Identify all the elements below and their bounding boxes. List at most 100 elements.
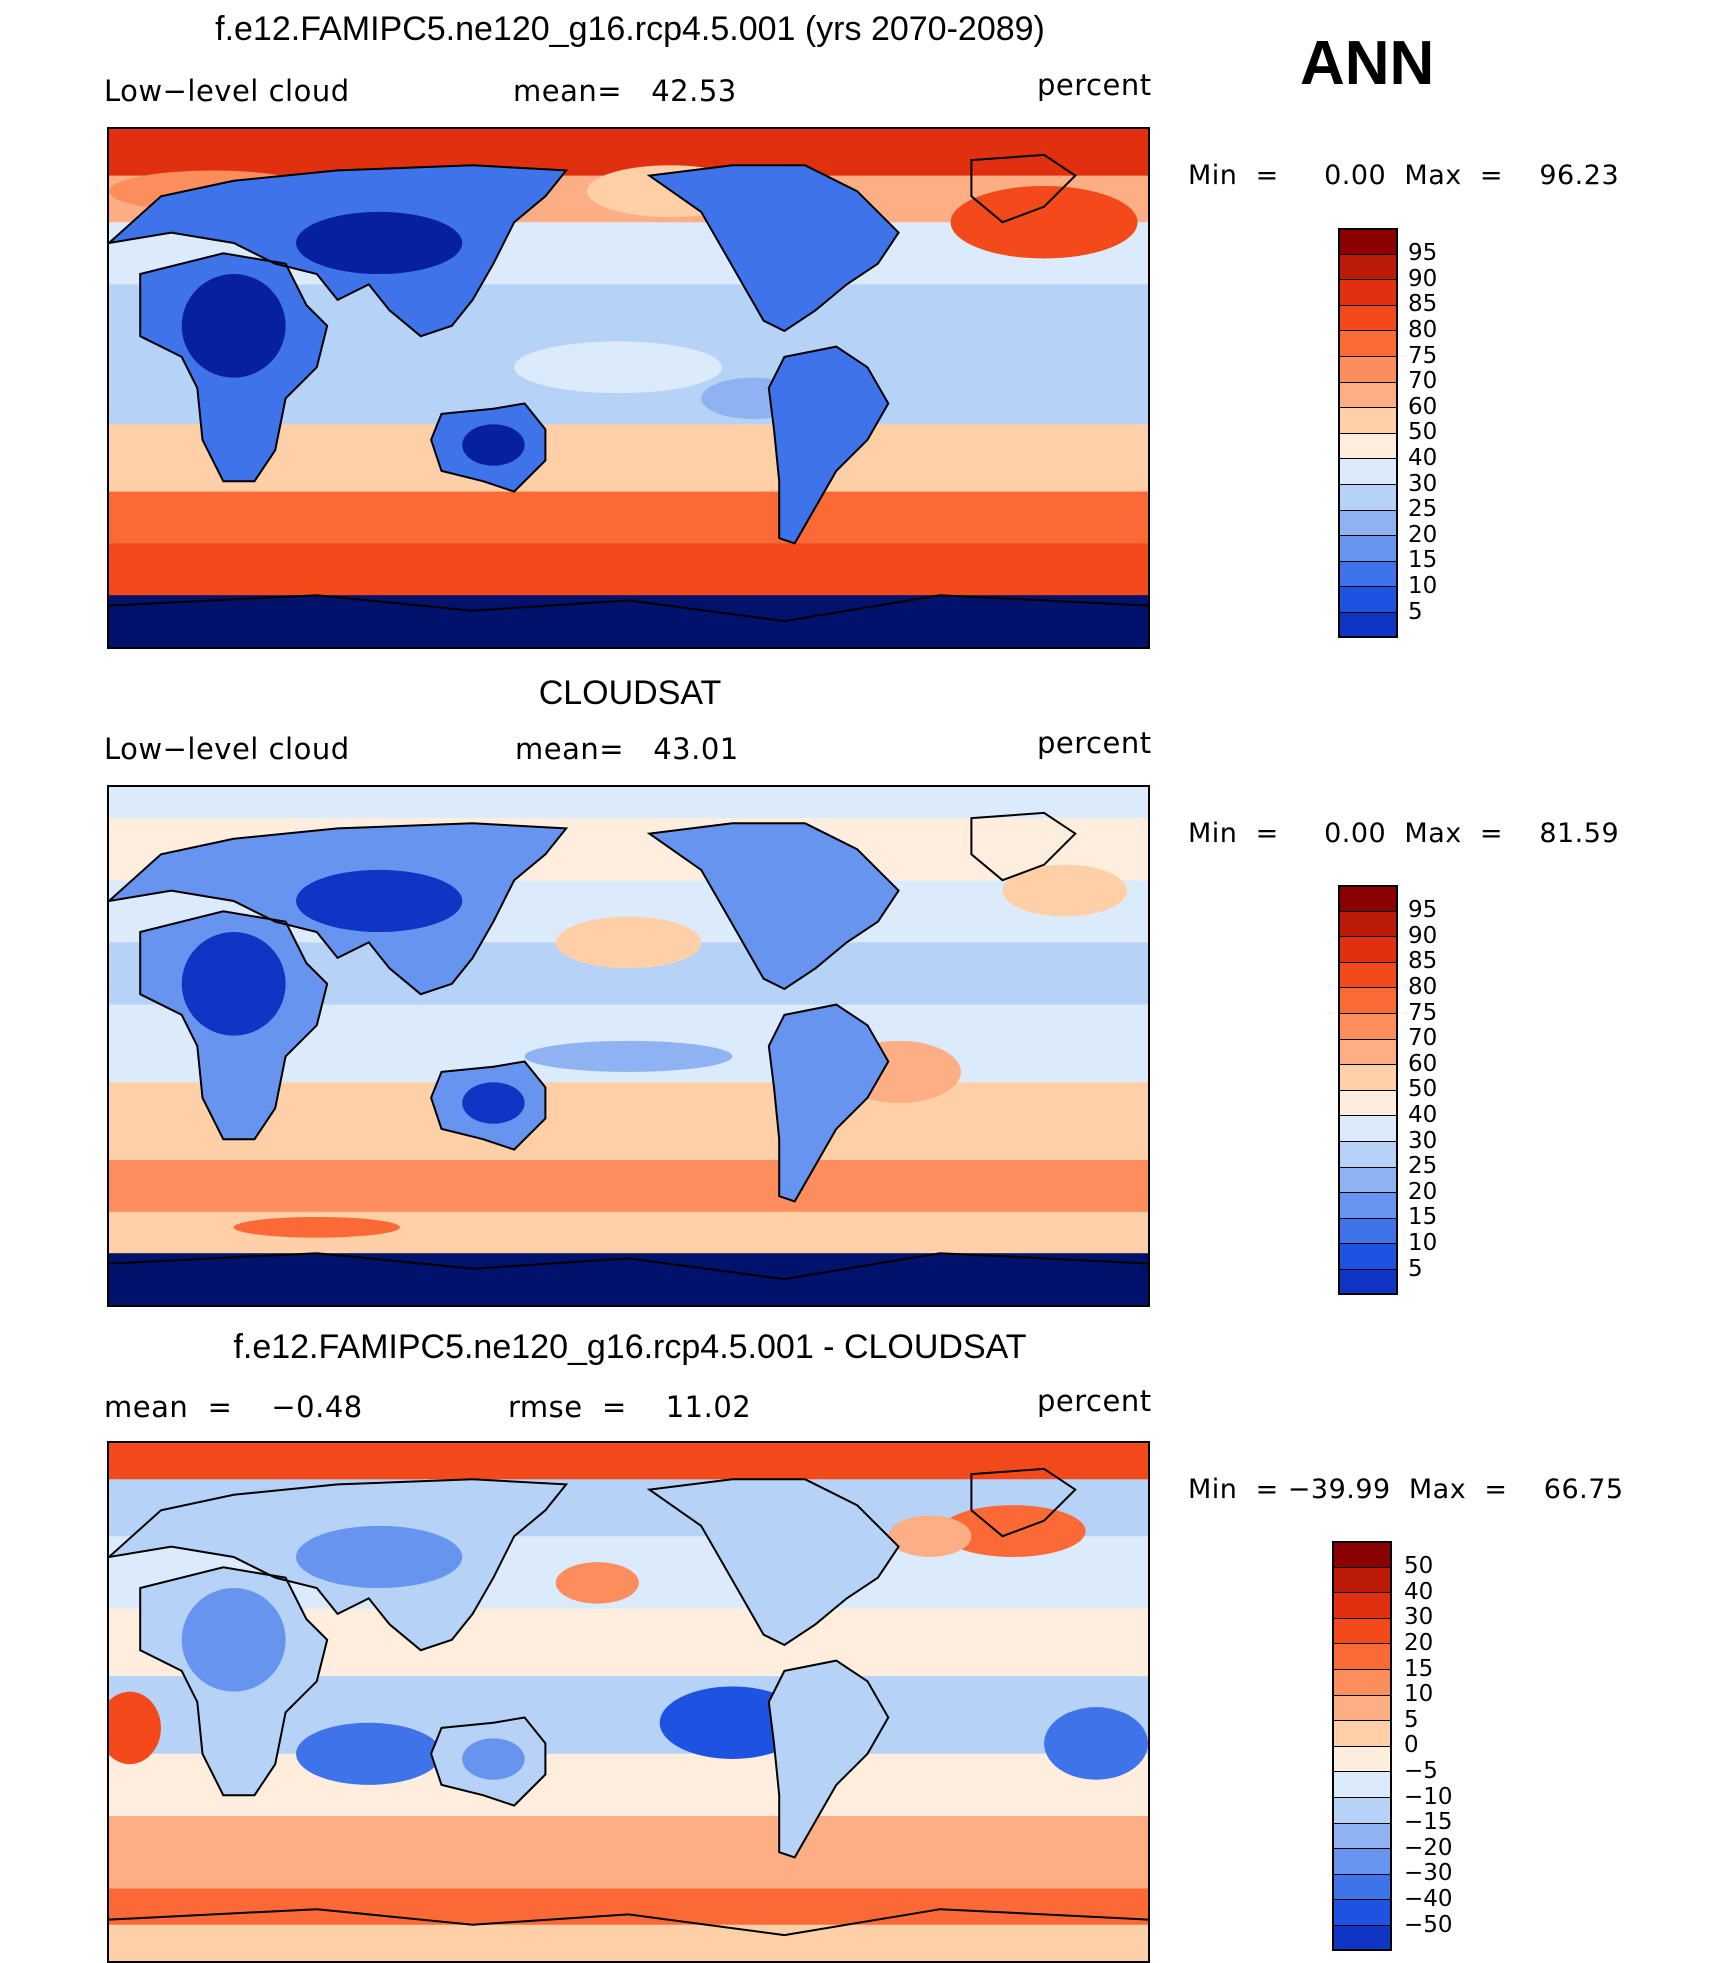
colorbar-swatch	[1332, 1592, 1392, 1618]
colorbar-swatch	[1338, 1115, 1398, 1141]
panel-1-map	[107, 127, 1150, 649]
colorbar-swatch	[1332, 1873, 1392, 1900]
colorbar-swatch	[1338, 253, 1398, 280]
contour-band	[109, 1253, 1148, 1305]
colorbar-swatch	[1332, 1925, 1392, 1951]
colorbar-swatch	[1338, 560, 1398, 587]
season-label: ANN	[1300, 29, 1435, 98]
colorbar-swatch	[1338, 1064, 1398, 1090]
contour-region	[524, 1040, 733, 1072]
colorbar-swatch	[1338, 987, 1398, 1013]
contour-band	[109, 1888, 1148, 1926]
colorbar-swatch	[1332, 1848, 1392, 1874]
colorbar-tick-label: 80	[1408, 973, 1438, 1000]
colorbar-swatch	[1332, 1745, 1392, 1772]
colorbar-swatch	[1332, 1643, 1392, 1669]
colorbar-swatch	[1338, 356, 1398, 382]
contour-region	[555, 1562, 639, 1604]
colorbar-tick-label: 20	[1404, 1629, 1434, 1656]
contour-band	[109, 129, 1148, 177]
land-core	[296, 211, 463, 275]
contour-region	[1044, 1707, 1148, 1780]
land-core	[181, 932, 286, 1036]
contour-region	[940, 1505, 1086, 1557]
colorbar-swatch	[1338, 228, 1398, 254]
colorbar-tick-label: −5	[1404, 1757, 1438, 1784]
colorbar-tick-label: 60	[1408, 393, 1438, 420]
contour-region	[888, 1515, 972, 1557]
contour-band	[109, 595, 1148, 647]
panel-3-minmax: Min = −39.99 Max = 66.75	[1188, 1474, 1624, 1505]
coastline-eurasia	[109, 164, 569, 338]
colorbar-tick-label: 10	[1404, 1681, 1434, 1708]
contour-band	[109, 787, 1148, 820]
coastline-namerica	[646, 164, 900, 333]
contour-region	[950, 185, 1138, 259]
colorbar-swatch	[1338, 304, 1398, 331]
colorbar-swatch	[1332, 1822, 1392, 1849]
colorbar-swatch	[1332, 1541, 1392, 1567]
land-core	[181, 274, 286, 378]
colorbar-tick-label: 5	[1408, 598, 1423, 625]
colorbar-swatch	[1332, 1720, 1392, 1746]
colorbar-swatch	[1338, 407, 1398, 433]
colorbar-swatch	[1338, 1038, 1398, 1065]
land-core	[462, 424, 525, 466]
colorbar-tick-label: 90	[1408, 265, 1438, 292]
contour-band	[109, 1753, 1148, 1817]
coastline-antarctica	[109, 1252, 1148, 1281]
panel-3-rmse-label: rmse = 11.02	[508, 1390, 752, 1424]
land-field-namerica	[649, 1479, 899, 1645]
coastline-eurasia	[109, 822, 569, 996]
panel-1-variable-label: Low−level cloud	[104, 74, 350, 108]
colorbar-swatch	[1332, 1566, 1392, 1593]
colorbar-swatch	[1338, 612, 1398, 638]
contour-band	[109, 424, 1148, 493]
colorbar-tick-label: 50	[1408, 1076, 1438, 1103]
colorbar-swatch	[1338, 432, 1398, 459]
colorbar-tick-label: 25	[1408, 1153, 1438, 1180]
colorbar-tick-label: 20	[1408, 1178, 1438, 1205]
coastline-africa	[139, 910, 329, 1141]
coastline-greenland	[970, 811, 1077, 882]
colorbar-tick-label: 95	[1408, 897, 1438, 924]
colorbar-frame	[1338, 228, 1398, 638]
contour-region	[1002, 864, 1128, 917]
coastline-antarctica	[109, 1908, 1148, 1937]
colorbar-swatch	[1338, 1192, 1398, 1218]
contour-region	[233, 1216, 400, 1238]
coastline-australia	[430, 402, 547, 493]
land-field-samerica	[768, 1004, 889, 1202]
colorbar-tick-label: 60	[1408, 1050, 1438, 1077]
colorbar-frame	[1338, 885, 1398, 1295]
colorbar-tick-label: 40	[1408, 444, 1438, 471]
colorbar-tick-label: 75	[1408, 342, 1438, 369]
contour-band	[109, 1443, 1148, 1481]
colorbar-swatch	[1338, 961, 1398, 988]
coastlines	[109, 153, 1148, 623]
colorbar-swatch	[1338, 1089, 1398, 1116]
contour-band	[109, 1082, 1148, 1161]
colorbar-swatch	[1338, 509, 1398, 536]
coastline-greenland	[970, 153, 1077, 224]
coastline-namerica	[646, 1478, 900, 1647]
colorbar-tick-label: −40	[1404, 1885, 1453, 1912]
colorbar-swatch	[1338, 1243, 1398, 1269]
colorbar-tick-label: 50	[1404, 1553, 1434, 1580]
contour-region	[514, 341, 723, 394]
colorbar-swatch	[1332, 1669, 1392, 1695]
colorbar-swatch	[1338, 1269, 1398, 1295]
colorbar-swatch	[1332, 1899, 1392, 1925]
land-field-samerica	[768, 1660, 889, 1858]
colorbar-tick-label: 40	[1408, 1101, 1438, 1128]
colorbar-tick-label: −15	[1404, 1809, 1453, 1836]
panel-1-minmax: Min = 0.00 Max = 96.23	[1188, 160, 1620, 191]
land-core	[462, 1082, 525, 1124]
coastlines	[109, 811, 1148, 1281]
colorbar-tick-label: −20	[1404, 1834, 1453, 1861]
colorbar-tick-label: 0	[1404, 1732, 1419, 1759]
land-field-namerica	[649, 165, 899, 331]
colorbar-tick-label: 20	[1408, 521, 1438, 548]
colorbar-tick-label: 30	[1404, 1604, 1434, 1631]
panel-1-units-label: percent	[1037, 68, 1152, 102]
